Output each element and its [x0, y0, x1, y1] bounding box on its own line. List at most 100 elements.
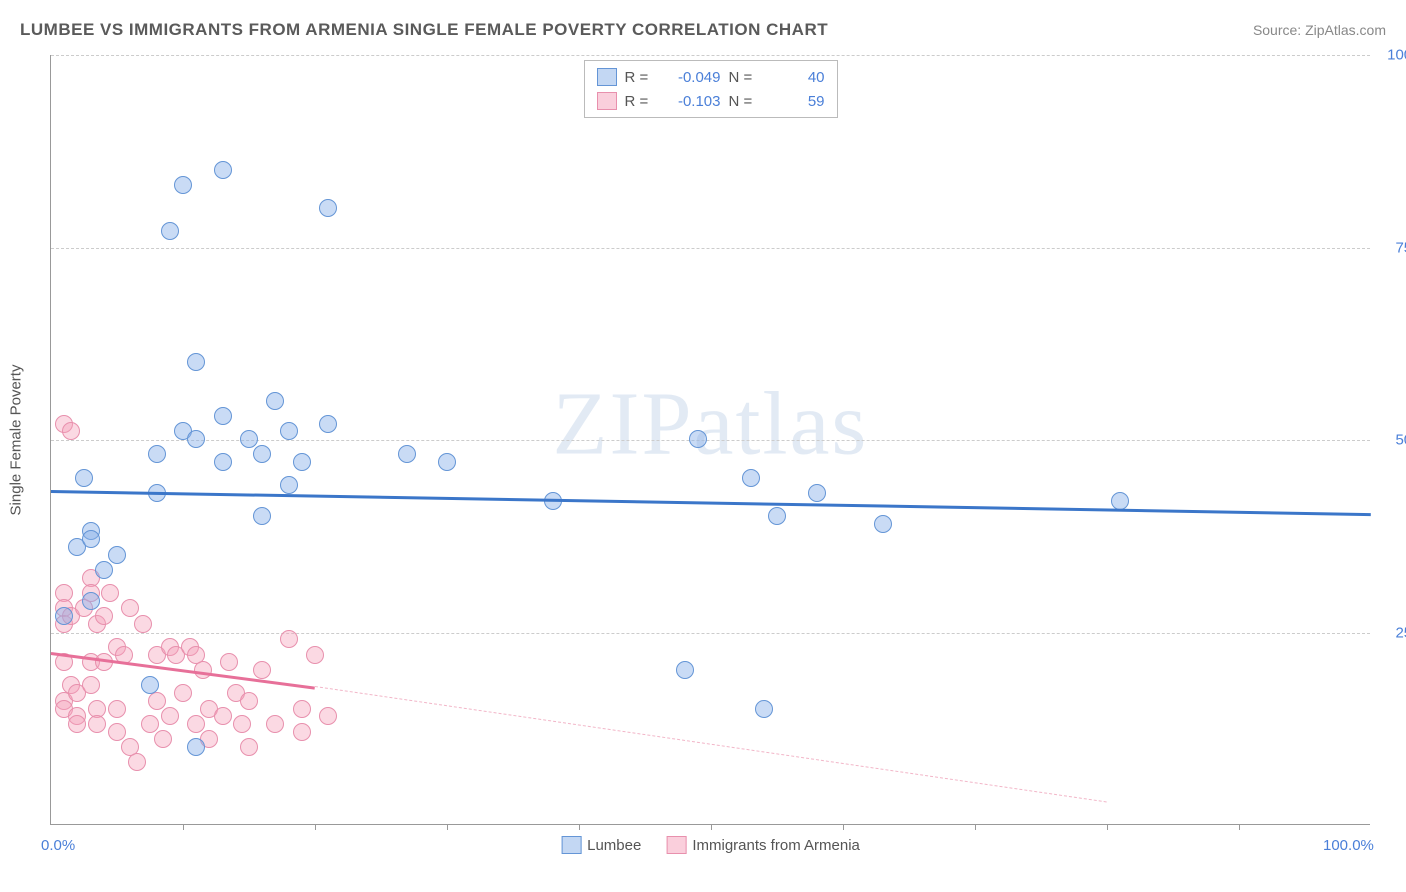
data-point-lumbee: [768, 507, 786, 525]
data-point-armenia: [134, 615, 152, 633]
plot-area: Single Female Poverty ZIPatlas 25.0%50.0…: [50, 55, 1370, 825]
x-tick-mark: [183, 824, 184, 830]
data-point-armenia: [68, 715, 86, 733]
data-point-armenia: [233, 715, 251, 733]
data-point-lumbee: [808, 484, 826, 502]
data-point-lumbee: [676, 661, 694, 679]
data-point-lumbee: [82, 530, 100, 548]
data-point-lumbee: [742, 469, 760, 487]
data-point-lumbee: [240, 430, 258, 448]
stats-row-armenia: R = -0.103 N = 59: [597, 89, 825, 113]
x-tick-mark: [843, 824, 844, 830]
data-point-armenia: [148, 692, 166, 710]
data-point-lumbee: [75, 469, 93, 487]
gridline: [51, 248, 1370, 249]
stats-legend-box: R = -0.049 N = 40 R = -0.103 N = 59: [584, 60, 838, 118]
x-tick-mark: [711, 824, 712, 830]
data-point-armenia: [174, 684, 192, 702]
trendline-armenia-extrapolated: [315, 686, 1107, 802]
data-point-lumbee: [187, 353, 205, 371]
data-point-lumbee: [280, 422, 298, 440]
data-point-lumbee: [319, 199, 337, 217]
swatch-blue: [597, 68, 617, 86]
x-tick-mark: [975, 824, 976, 830]
x-tick-label: 100.0%: [1323, 837, 1374, 854]
swatch-pink: [666, 836, 686, 854]
data-point-lumbee: [689, 430, 707, 448]
x-tick-mark: [1107, 824, 1108, 830]
data-point-armenia: [187, 715, 205, 733]
data-point-lumbee: [161, 222, 179, 240]
y-tick-label: 25.0%: [1378, 624, 1406, 641]
stats-row-lumbee: R = -0.049 N = 40: [597, 65, 825, 89]
data-point-armenia: [82, 676, 100, 694]
data-point-armenia: [108, 700, 126, 718]
watermark: ZIPatlas: [553, 373, 869, 476]
gridline: [51, 55, 1370, 56]
y-tick-label: 100.0%: [1378, 47, 1406, 64]
data-point-lumbee: [398, 445, 416, 463]
data-point-armenia: [266, 715, 284, 733]
data-point-lumbee: [214, 407, 232, 425]
data-point-lumbee: [55, 607, 73, 625]
trendline-lumbee: [51, 490, 1371, 516]
data-point-lumbee: [187, 430, 205, 448]
data-point-armenia: [141, 715, 159, 733]
data-point-armenia: [293, 700, 311, 718]
x-tick-mark: [1239, 824, 1240, 830]
x-tick-mark: [579, 824, 580, 830]
data-point-lumbee: [1111, 492, 1129, 510]
data-point-armenia: [95, 607, 113, 625]
data-point-armenia: [161, 707, 179, 725]
data-point-armenia: [280, 630, 298, 648]
gridline: [51, 633, 1370, 634]
data-point-armenia: [220, 653, 238, 671]
data-point-armenia: [293, 723, 311, 741]
data-point-armenia: [240, 738, 258, 756]
data-point-lumbee: [293, 453, 311, 471]
data-point-armenia: [194, 661, 212, 679]
data-point-lumbee: [82, 592, 100, 610]
data-point-lumbee: [141, 676, 159, 694]
legend-item-armenia: Immigrants from Armenia: [666, 836, 860, 854]
swatch-pink: [597, 92, 617, 110]
data-point-lumbee: [253, 507, 271, 525]
data-point-armenia: [121, 599, 139, 617]
data-point-lumbee: [755, 700, 773, 718]
data-point-armenia: [101, 584, 119, 602]
data-point-armenia: [108, 723, 126, 741]
data-point-lumbee: [214, 161, 232, 179]
data-point-lumbee: [253, 445, 271, 463]
data-point-armenia: [253, 661, 271, 679]
legend-item-lumbee: Lumbee: [561, 836, 641, 854]
data-point-lumbee: [214, 453, 232, 471]
data-point-lumbee: [174, 176, 192, 194]
data-point-lumbee: [108, 546, 126, 564]
series-legend: Lumbee Immigrants from Armenia: [561, 836, 860, 854]
data-point-armenia: [306, 646, 324, 664]
data-point-armenia: [214, 707, 232, 725]
chart-title: LUMBEE VS IMMIGRANTS FROM ARMENIA SINGLE…: [20, 20, 828, 40]
data-point-lumbee: [280, 476, 298, 494]
data-point-lumbee: [148, 445, 166, 463]
data-point-armenia: [88, 715, 106, 733]
data-point-lumbee: [874, 515, 892, 533]
data-point-armenia: [154, 730, 172, 748]
x-tick-label: 0.0%: [41, 837, 75, 854]
x-tick-mark: [315, 824, 316, 830]
y-tick-label: 50.0%: [1378, 432, 1406, 449]
swatch-blue: [561, 836, 581, 854]
data-point-armenia: [319, 707, 337, 725]
data-point-armenia: [240, 692, 258, 710]
source-attribution: Source: ZipAtlas.com: [1253, 22, 1386, 38]
x-tick-mark: [447, 824, 448, 830]
data-point-lumbee: [438, 453, 456, 471]
data-point-lumbee: [266, 392, 284, 410]
y-tick-label: 75.0%: [1378, 239, 1406, 256]
data-point-lumbee: [187, 738, 205, 756]
data-point-lumbee: [95, 561, 113, 579]
y-axis-title: Single Female Poverty: [8, 364, 25, 515]
data-point-lumbee: [319, 415, 337, 433]
data-point-armenia: [62, 422, 80, 440]
data-point-armenia: [128, 753, 146, 771]
